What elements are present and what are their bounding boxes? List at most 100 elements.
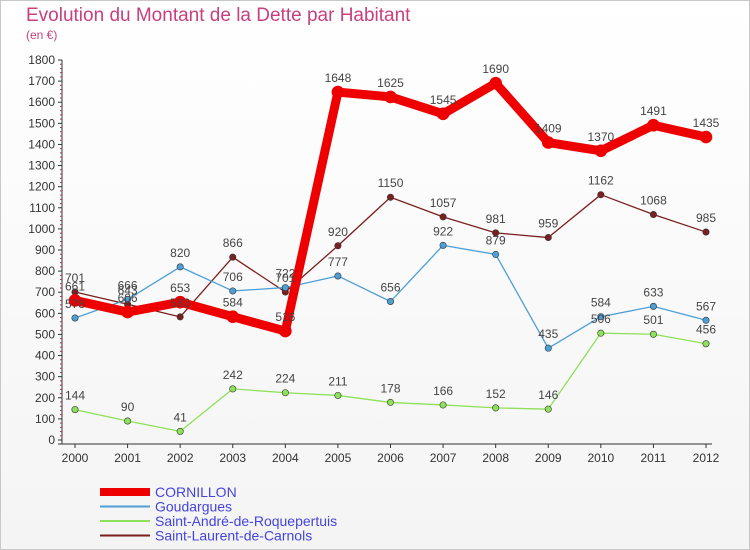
data-label: 879 [486,233,506,247]
x-tick-label: 2007 [430,451,457,465]
data-point [226,310,240,324]
data-label: 144 [65,389,85,403]
data-point [649,302,657,310]
data-label: 456 [696,323,716,337]
data-point [176,263,184,271]
x-tick-label: 2008 [482,451,509,465]
data-label: 701 [65,271,85,285]
data-point [436,107,450,121]
data-point [279,324,292,338]
data-point [597,329,605,337]
legend-label: Goudargues [155,499,232,515]
y-tick-label: 100 [35,412,55,426]
data-label: 706 [223,270,243,284]
y-tick-label: 1400 [28,137,55,151]
data-label: 656 [380,281,400,295]
data-label: 1625 [377,76,404,90]
data-point [544,344,552,352]
data-label: 584 [591,296,611,310]
data-point [176,313,184,321]
data-label: 224 [275,372,295,386]
data-label: 41 [173,410,187,424]
data-label: 567 [696,299,716,313]
x-tick-label: 2010 [587,451,614,465]
data-label: 701 [275,271,295,285]
data-point [541,136,555,149]
data-label: 1435 [693,116,720,130]
data-point [544,405,552,413]
data-point [439,213,447,221]
data-label: 584 [223,296,243,310]
x-tick-label: 2009 [535,451,562,465]
data-point [489,76,502,90]
x-tick-label: 2001 [114,451,141,465]
data-label: 1648 [325,71,352,85]
x-tick-label: 2002 [167,451,194,465]
data-point [334,391,342,399]
data-point [492,404,500,412]
data-label: 985 [696,211,716,225]
data-point [124,417,132,425]
data-label: 1690 [482,62,509,76]
data-label: 1150 [378,176,404,190]
data-label: 643 [118,283,138,297]
x-tick-label: 2004 [272,451,299,465]
y-tick-label: 600 [35,306,55,320]
y-tick-label: 1200 [28,180,55,194]
data-label: 1409 [535,122,562,136]
data-point [702,340,710,348]
data-label: 1491 [640,104,667,118]
data-label: 583 [170,296,190,310]
data-label: 166 [433,384,453,398]
data-point [384,90,397,104]
data-point [544,234,552,242]
data-label: 1370 [587,130,614,144]
y-tick-label: 1800 [28,53,55,67]
data-point [281,284,289,292]
data-point [331,85,345,99]
legend: CORNILLONGoudarguesSaint-André-de-Roquep… [100,484,337,544]
y-tick-label: 1700 [28,74,55,88]
data-point [386,398,394,406]
y-tick-label: 400 [35,349,55,363]
data-point [649,330,657,338]
data-point [439,241,447,249]
data-label: 178 [380,381,400,395]
data-label: 866 [223,236,243,250]
data-label: 1057 [430,196,457,210]
y-tick-label: 1600 [28,95,55,109]
data-label: 777 [328,255,348,269]
data-point [702,228,710,236]
data-label: 722 [275,267,295,281]
legend-label: Saint-Laurent-de-Carnols [155,528,312,544]
data-label: 1068 [640,194,667,208]
data-point [124,295,132,303]
y-tick-label: 300 [35,370,55,384]
data-labels: 661 606 653 584 516 1648 1625 1545 1690 1409 1370 1… [65,62,720,424]
data-point [597,191,605,199]
data-point [594,144,608,158]
data-point [121,305,134,319]
data-label: 516 [275,310,295,324]
legend-label: CORNILLON [155,484,237,500]
x-tick-label: 2006 [377,451,404,465]
data-label: 90 [121,400,135,414]
data-point [173,295,187,309]
y-tick-label: 800 [35,264,55,278]
data-label: 633 [643,285,663,299]
data-label: 506 [591,312,611,326]
y-tick-label: 0 [48,433,55,447]
data-point [647,118,660,132]
y-tick-label: 700 [35,285,55,299]
data-label: 152 [486,387,506,401]
data-label: 920 [328,225,348,239]
data-point [334,272,342,280]
y-tick-label: 1000 [28,222,55,236]
data-point [699,130,713,144]
data-label: 1545 [430,93,457,107]
series-layer [68,76,713,435]
x-tick-label: 2000 [62,451,89,465]
data-label: 242 [223,368,243,382]
data-point [229,385,237,393]
